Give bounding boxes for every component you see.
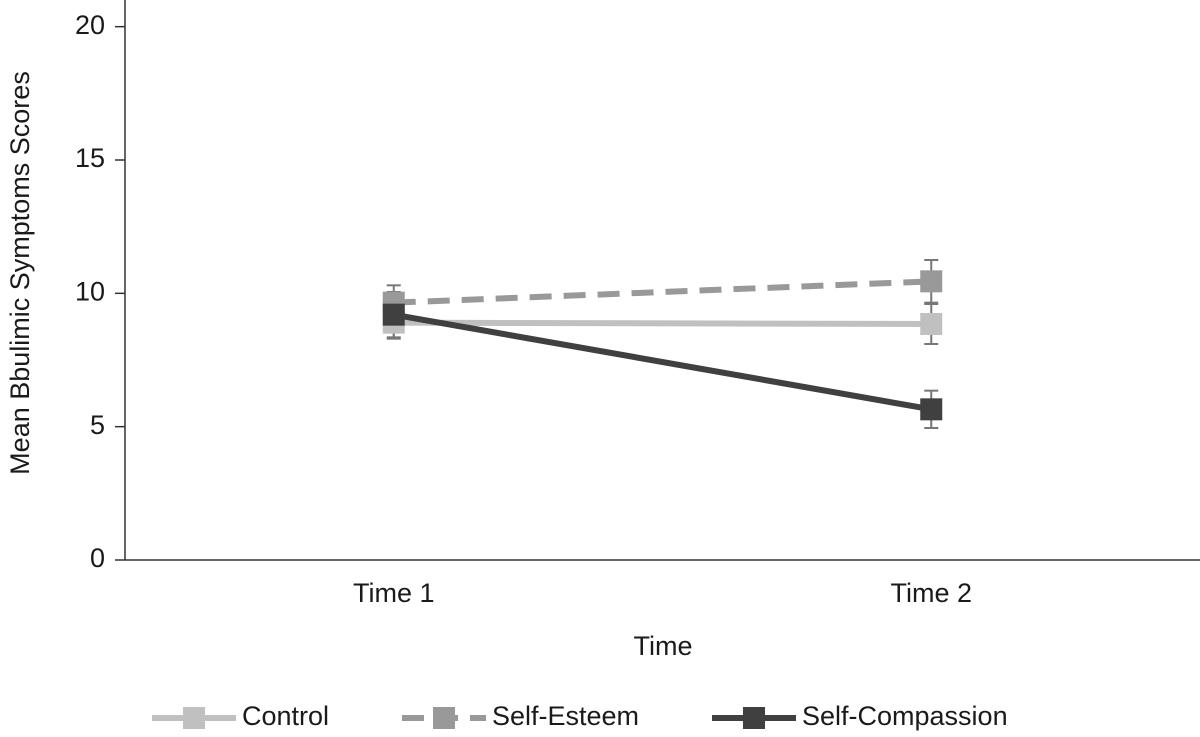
legend-label: Self-Compassion [802,701,1008,731]
legend-marker [743,707,765,729]
series-line [393,278,932,306]
legend-label: Self-Esteem [492,701,639,731]
series-line [393,319,932,327]
series-line [393,311,932,413]
x-axis-label: Time [634,631,693,661]
y-tick-label: 10 [75,276,105,306]
legend-label: Control [242,701,329,731]
marker [920,313,943,335]
x-tick-label: Time 1 [353,578,435,608]
marker [382,303,405,326]
x-tick-label: Time 2 [890,578,972,608]
y-tick-label: 15 [75,143,105,173]
marker [920,270,943,293]
marker [920,398,943,421]
y-tick-label: 20 [75,10,105,40]
y-tick-label: 0 [90,543,105,573]
legend-marker [433,707,455,729]
y-axis-label: Mean Bbulimic Symptoms Scores [5,71,35,475]
y-tick-label: 5 [90,410,105,440]
legend-marker [183,707,205,729]
